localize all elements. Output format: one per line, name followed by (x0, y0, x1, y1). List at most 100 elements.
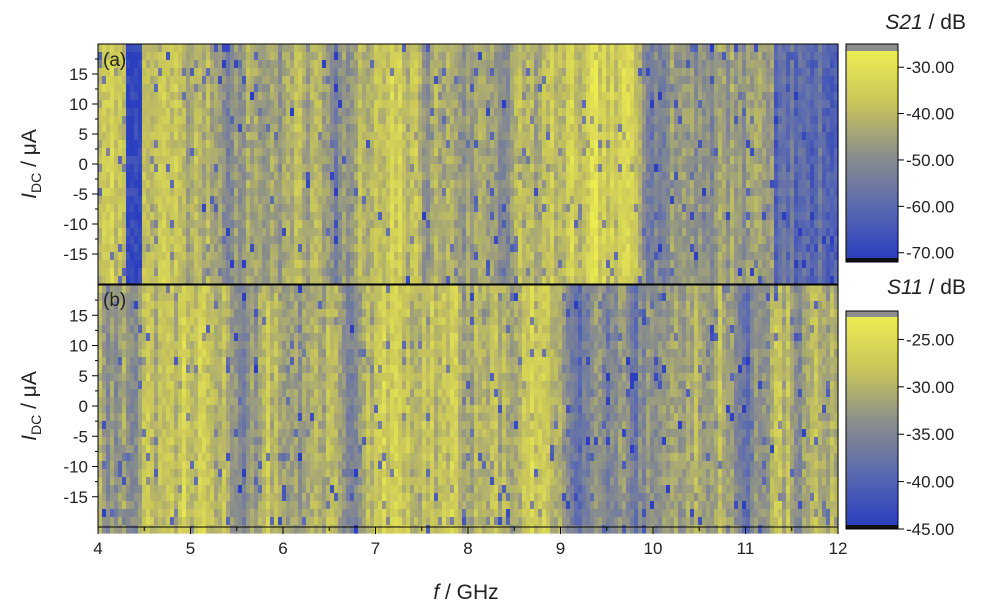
heatmap-cell (350, 164, 355, 173)
heatmap-cell (210, 68, 215, 77)
heatmap-cell (386, 132, 391, 141)
heatmap-cell (246, 92, 251, 101)
heatmap-cell (350, 276, 355, 285)
heatmap-cell (450, 220, 455, 229)
heatmap-cell (170, 236, 175, 245)
heatmap-cell (742, 132, 747, 141)
heatmap-cell (670, 188, 675, 197)
heatmap-cell (662, 156, 667, 165)
heatmap-cell (118, 236, 123, 245)
heatmap-cell (306, 60, 311, 69)
heatmap-cell (362, 92, 367, 101)
heatmap-cell (314, 132, 319, 141)
heatmap-cell (314, 212, 319, 221)
heatmap-cell (414, 100, 419, 109)
heatmap-cell (622, 260, 627, 269)
heatmap-cell (530, 148, 535, 157)
heatmap-cell (222, 220, 227, 229)
heatmap-cell (714, 188, 719, 197)
heatmap-cell (378, 100, 383, 109)
heatmap-cell (682, 84, 687, 93)
heatmap-cell (242, 180, 247, 189)
heatmap-cell (258, 236, 263, 245)
heatmap-cell (386, 76, 391, 85)
heatmap-cell (438, 172, 443, 181)
heatmap-cell (754, 156, 759, 165)
heatmap-cell (214, 252, 219, 261)
heatmap-cell (606, 76, 611, 85)
heatmap-cell (162, 148, 167, 157)
heatmap-cell (614, 116, 619, 125)
heatmap-cell (322, 204, 327, 213)
heatmap-cell (374, 156, 379, 165)
heatmap-cell (470, 116, 475, 125)
heatmap-cell (542, 236, 547, 245)
heatmap-cell (310, 252, 315, 261)
heatmap-cell (354, 92, 359, 101)
heatmap-cell (130, 228, 135, 237)
heatmap-cell (258, 244, 263, 253)
heatmap-cell (254, 220, 259, 229)
heatmap-cell (238, 212, 243, 221)
heatmap-cell (498, 188, 503, 197)
heatmap-cell (214, 100, 219, 109)
heatmap-cell (234, 260, 239, 269)
heatmap-cell (322, 212, 327, 221)
heatmap-cell (582, 196, 587, 205)
heatmap-cell (346, 100, 351, 109)
heatmap-cell (154, 260, 159, 269)
heatmap-cell (370, 140, 375, 149)
heatmap-cell (586, 212, 591, 221)
heatmap-cell (142, 100, 147, 109)
heatmap-cell (422, 116, 427, 125)
heatmap-cell (514, 236, 519, 245)
heatmap-cell (358, 196, 363, 205)
heatmap-cell (278, 180, 283, 189)
heatmap-cell (434, 108, 439, 117)
heatmap-cell (262, 204, 267, 213)
heatmap-cell (314, 196, 319, 205)
heatmap-cell (202, 276, 207, 285)
heatmap-cell (742, 60, 747, 69)
heatmap-cell (502, 52, 507, 61)
heatmap-cell (206, 220, 211, 229)
heatmap-cell (734, 244, 739, 253)
heatmap-cell (206, 108, 211, 117)
heatmap-cell (638, 148, 643, 157)
heatmap-cell (198, 220, 203, 229)
heatmap-cell (218, 260, 223, 269)
heatmap-cell (606, 164, 611, 173)
heatmap-cell (458, 220, 463, 229)
heatmap-cell (98, 68, 103, 77)
heatmap-cell (750, 148, 755, 157)
heatmap-cell (494, 172, 499, 181)
heatmap-cell (714, 156, 719, 165)
heatmap-cell (758, 92, 763, 101)
heatmap-cell (326, 228, 331, 237)
heatmap-cell (510, 268, 515, 277)
heatmap-cell (706, 164, 711, 173)
heatmap-cell (606, 252, 611, 261)
heatmap-cell (270, 220, 275, 229)
heatmap-cell (634, 228, 639, 237)
heatmap-cell (578, 196, 583, 205)
heatmap-cell (542, 76, 547, 85)
heatmap-cell (110, 84, 115, 93)
heatmap-cell (294, 260, 299, 269)
heatmap-cell (270, 148, 275, 157)
heatmap-cell (186, 204, 191, 213)
heatmap-cell (122, 132, 127, 141)
heatmap-cell (522, 204, 527, 213)
heatmap-cell (506, 180, 511, 189)
heatmap-cell (638, 260, 643, 269)
heatmap-cell (514, 180, 519, 189)
heatmap-cell (734, 180, 739, 189)
heatmap-cell (290, 188, 295, 197)
heatmap-cell (382, 52, 387, 61)
heatmap-cell (170, 100, 175, 109)
heatmap-cell (514, 68, 519, 77)
heatmap-cell (302, 92, 307, 101)
heatmap-cell (706, 180, 711, 189)
heatmap-cell (290, 44, 295, 53)
heatmap-cell (390, 92, 395, 101)
